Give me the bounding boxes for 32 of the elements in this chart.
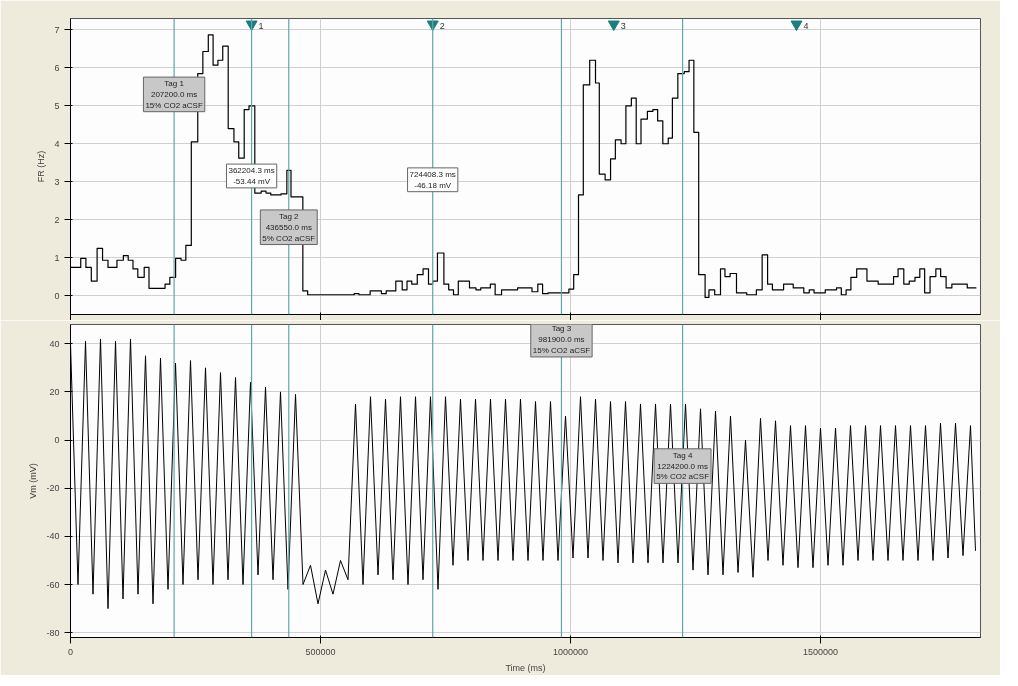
annotation: Tag 4 1224200.0 ms 5% CO2 aCSF <box>656 450 710 482</box>
x-axis-title: Time (ms) <box>505 662 546 673</box>
y-tick-label: 0 <box>54 290 60 301</box>
x-tick-label: 1500000 <box>802 646 839 657</box>
y-axis-title: Vm (mV) <box>28 463 39 499</box>
annotation: Tag 1 207200.0 ms 15% CO2 aCSF <box>145 79 203 110</box>
y-tick-label: 2 <box>54 214 60 225</box>
y-tick-label: 1 <box>54 252 60 263</box>
annotation: 3 <box>620 21 626 32</box>
y-tick-label: -60 <box>46 579 60 590</box>
annotation: 4 <box>803 21 809 32</box>
y-tick-label: 20 <box>49 386 60 397</box>
x-tick-label: 0 <box>68 646 74 657</box>
y-tick-label: 0 <box>54 435 60 446</box>
annotation: 724408.3 ms -46.18 mV <box>409 169 456 190</box>
x-tick-label: 1000000 <box>552 646 589 657</box>
y-tick-label: -40 <box>46 531 60 542</box>
y-tick-label: 40 <box>49 338 60 349</box>
x-tick-label: 500000 <box>305 646 336 657</box>
y-tick-label: 6 <box>54 62 60 73</box>
annotation: Tag 2 436550.0 ms 5% CO2 aCSF <box>262 211 316 243</box>
annotation: 2 <box>439 21 445 32</box>
y-tick-label: 5 <box>54 100 60 111</box>
y-tick-label: 7 <box>54 24 60 35</box>
y-tick-label: 4 <box>54 138 60 149</box>
annotation: Tag 3 981900.0 ms 15% CO2 aCSF <box>532 324 591 355</box>
y-axis-title: FR (Hz) <box>36 150 47 183</box>
y-tick-label: -80 <box>46 627 60 638</box>
y-tick-label: 3 <box>54 176 60 187</box>
annotation: 1 <box>258 21 264 32</box>
annotation: 362204.3 ms -53.44 mV <box>228 166 275 186</box>
y-tick-label: -20 <box>46 483 60 494</box>
